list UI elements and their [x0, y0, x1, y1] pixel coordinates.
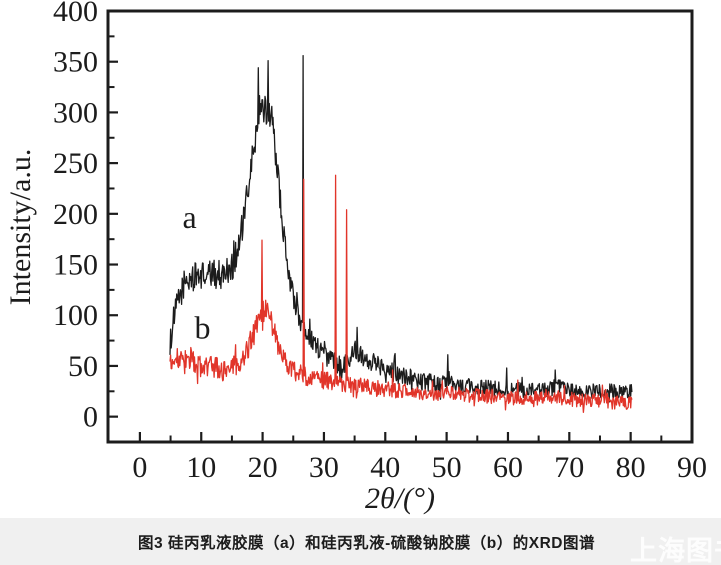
y-tick-label: 400: [53, 0, 98, 28]
x-axis-title: 2θ/(°): [365, 482, 435, 515]
y-tick-label: 50: [68, 350, 98, 383]
y-tick-label: 300: [53, 96, 98, 129]
y-tick-label: 200: [53, 198, 98, 231]
xrd-chart: 0 10 20 30 40 50 60 70 80 90 0 50 100 150 200 250 300 350…: [4, 0, 707, 515]
series-label-a: a: [182, 199, 196, 235]
series-b-path: [169, 174, 633, 413]
y-tick-label: 0: [83, 401, 98, 434]
x-tick-label: 40: [370, 451, 400, 484]
xrd-chart-canvas: 0 10 20 30 40 50 60 70 80 90 0 50 100 150 200 250 300 350…: [4, 0, 707, 515]
x-tick-label: 0: [132, 451, 147, 484]
figure-caption: 图3 硅丙乳液胶膜（a）和硅丙乳液-硫酸钠胶膜（b）的XRD图谱: [138, 534, 595, 552]
x-tick-label: 60: [493, 451, 523, 484]
x-tick-label: 70: [554, 451, 584, 484]
y-tick-label: 100: [53, 299, 98, 332]
caption-bar: 图3 硅丙乳液胶膜（a）和硅丙乳液-硫酸钠胶膜（b）的XRD图谱: [0, 518, 721, 565]
series-a-path: [169, 54, 633, 403]
y-axis-title: Intensity/a.u.: [4, 149, 37, 306]
x-tick-label: 30: [309, 451, 339, 484]
y-tick-label: 250: [53, 147, 98, 180]
x-tick-label: 20: [248, 451, 278, 484]
y-tick-label: 150: [53, 249, 98, 282]
plot-frame: [106, 9, 694, 444]
x-tick-label: 50: [432, 451, 462, 484]
y-tick-label: 350: [53, 46, 98, 79]
x-tick-label: 10: [186, 451, 216, 484]
x-tick-label: 80: [616, 451, 646, 484]
series-label-b: b: [194, 309, 210, 345]
x-tick-label: 90: [677, 451, 707, 484]
